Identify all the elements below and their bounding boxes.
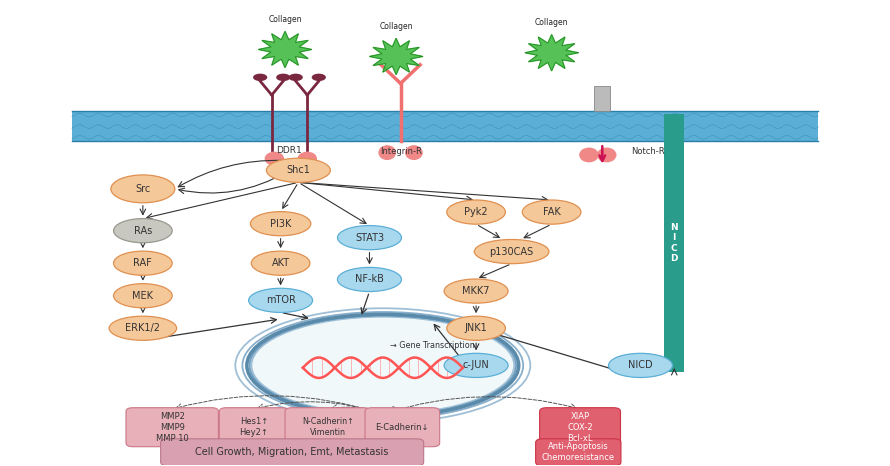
Text: MKK7: MKK7 xyxy=(462,286,490,296)
Text: ERK1/2: ERK1/2 xyxy=(125,323,160,333)
Ellipse shape xyxy=(597,148,617,162)
Ellipse shape xyxy=(111,175,174,203)
Ellipse shape xyxy=(250,212,311,236)
Ellipse shape xyxy=(447,200,506,224)
Ellipse shape xyxy=(251,316,514,414)
Ellipse shape xyxy=(522,200,581,224)
Ellipse shape xyxy=(114,219,172,243)
Text: RAs: RAs xyxy=(134,226,152,236)
Polygon shape xyxy=(258,31,311,68)
FancyBboxPatch shape xyxy=(539,408,620,447)
Text: Cell Growth, Migration, Emt, Metastasis: Cell Growth, Migration, Emt, Metastasis xyxy=(196,447,389,457)
Text: N
I
C
D: N I C D xyxy=(670,223,678,263)
FancyBboxPatch shape xyxy=(160,439,424,466)
Text: N-Cadherin↑
Vimentin: N-Cadherin↑ Vimentin xyxy=(302,417,353,437)
Ellipse shape xyxy=(579,148,599,162)
Text: MEK: MEK xyxy=(133,291,153,301)
Ellipse shape xyxy=(253,74,267,81)
Ellipse shape xyxy=(337,267,401,292)
Ellipse shape xyxy=(251,251,310,275)
Text: PI3K: PI3K xyxy=(270,219,291,229)
Text: Collagen: Collagen xyxy=(268,15,302,24)
Text: NICD: NICD xyxy=(628,360,652,370)
Ellipse shape xyxy=(264,152,284,165)
Text: Collagen: Collagen xyxy=(535,18,569,27)
Ellipse shape xyxy=(474,240,549,264)
Ellipse shape xyxy=(114,251,172,275)
Text: AKT: AKT xyxy=(271,258,289,268)
FancyBboxPatch shape xyxy=(72,111,818,126)
Ellipse shape xyxy=(276,74,290,81)
Text: DDR1: DDR1 xyxy=(277,146,303,155)
Polygon shape xyxy=(369,38,423,75)
Text: Pyk2: Pyk2 xyxy=(465,207,488,217)
FancyBboxPatch shape xyxy=(595,86,611,111)
Polygon shape xyxy=(525,34,579,71)
Text: FAK: FAK xyxy=(543,207,561,217)
Ellipse shape xyxy=(609,353,673,377)
Ellipse shape xyxy=(266,158,330,182)
Text: MMP2
MMP9
MMP 10: MMP2 MMP9 MMP 10 xyxy=(156,411,189,443)
Text: c-JUN: c-JUN xyxy=(463,360,490,370)
FancyBboxPatch shape xyxy=(365,408,440,447)
Ellipse shape xyxy=(312,74,326,81)
Text: NF-kB: NF-kB xyxy=(355,274,384,284)
Ellipse shape xyxy=(114,284,172,308)
Text: mTOR: mTOR xyxy=(266,295,295,305)
Ellipse shape xyxy=(248,288,312,312)
Text: Anti-Apoptosis
Chemoresistance: Anti-Apoptosis Chemoresistance xyxy=(542,442,615,462)
Ellipse shape xyxy=(297,152,317,165)
Ellipse shape xyxy=(337,226,401,250)
FancyBboxPatch shape xyxy=(665,114,684,372)
Text: STAT3: STAT3 xyxy=(355,233,384,243)
Text: p130CAS: p130CAS xyxy=(490,247,534,257)
Text: Shc1: Shc1 xyxy=(287,165,311,175)
Text: Integrin-R: Integrin-R xyxy=(380,147,422,156)
Ellipse shape xyxy=(109,316,176,340)
Text: → Gene Transcription: → Gene Transcription xyxy=(390,342,474,350)
FancyBboxPatch shape xyxy=(126,408,218,447)
Text: E-Cadherin↓: E-Cadherin↓ xyxy=(376,423,429,432)
Ellipse shape xyxy=(378,145,396,160)
FancyBboxPatch shape xyxy=(72,126,818,141)
Text: Notch-R: Notch-R xyxy=(632,147,665,156)
Text: Hes1↑
Hey2↑: Hes1↑ Hey2↑ xyxy=(239,417,269,437)
Ellipse shape xyxy=(444,353,508,377)
Text: JNK1: JNK1 xyxy=(465,323,488,333)
Text: RAF: RAF xyxy=(134,258,152,268)
Text: Src: Src xyxy=(135,184,150,194)
FancyBboxPatch shape xyxy=(536,439,621,466)
Ellipse shape xyxy=(444,279,508,303)
Ellipse shape xyxy=(447,316,506,340)
FancyBboxPatch shape xyxy=(219,408,288,447)
Text: Collagen: Collagen xyxy=(379,22,413,31)
Text: XIAP
COX-2
Bcl-xL: XIAP COX-2 Bcl-xL xyxy=(567,411,593,443)
Ellipse shape xyxy=(288,74,303,81)
FancyBboxPatch shape xyxy=(285,408,370,447)
Ellipse shape xyxy=(405,145,423,160)
